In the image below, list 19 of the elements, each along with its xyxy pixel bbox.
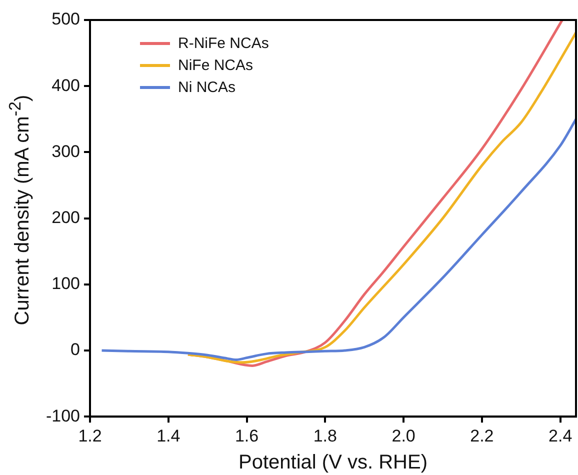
- x-tick-label: 1.8: [313, 426, 337, 446]
- y-tick-label: 400: [52, 76, 80, 95]
- legend-label: Ni NCAs: [178, 78, 236, 96]
- legend-label: NiFe NCAs: [178, 56, 254, 74]
- x-axis-title: Potential (V vs. RHE): [238, 452, 428, 474]
- y-tick-label: 100: [52, 274, 80, 294]
- x-tick-label: 1.2: [78, 426, 102, 446]
- y-tick-label: 500: [52, 10, 80, 29]
- x-tick-label: 1.4: [156, 426, 180, 446]
- y-tick-label: 300: [52, 142, 80, 161]
- x-tick-label: 2.4: [548, 426, 572, 446]
- x-tick-label: 2.2: [470, 426, 494, 446]
- y-tick-label: 200: [52, 208, 80, 227]
- y-tick-label: 0: [70, 340, 80, 360]
- y-tick-label: -100: [46, 406, 80, 426]
- x-tick-label: 1.6: [234, 426, 259, 446]
- line-series: [100, 118, 576, 362]
- x-tick-label: 2.0: [392, 426, 416, 446]
- legend-label: R-NiFe NCAs: [178, 34, 269, 52]
